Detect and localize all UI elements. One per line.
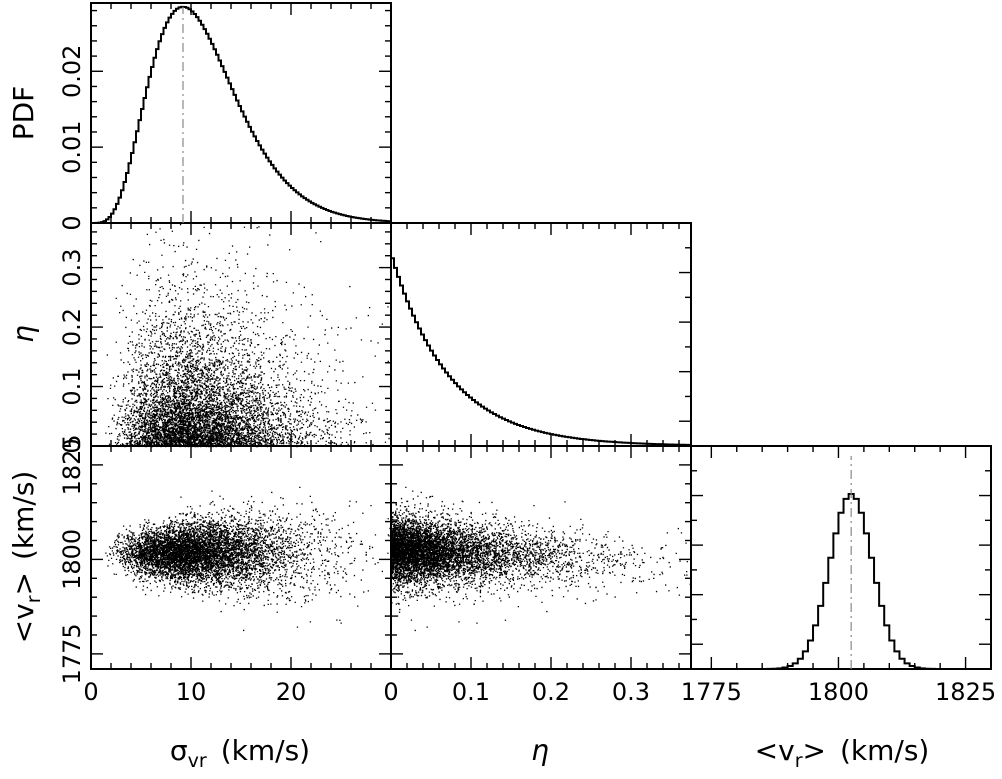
scatter-sigma-eta: [105, 224, 391, 448]
y-label-eta: η: [7, 325, 40, 343]
tick-labels: 0 10 20 0 0.1 0.2 0.3 1775 1800 182500.010.0200.1…: [58, 45, 996, 706]
x-tick-label-sigma: 10: [176, 678, 207, 706]
scatter-points-sigma-vr: [105, 486, 391, 632]
histogram-eta: [391, 257, 692, 446]
x-tick-label-eta: 0: [383, 678, 398, 706]
x-tick-label-eta: 0.3: [612, 678, 650, 706]
x-tick-label-vr: 1825: [935, 678, 996, 706]
histogram-sigma: [91, 5, 392, 224]
panel-frame-r0-c0: [90, 2, 392, 224]
x-label-vr: <vr> (km/s): [755, 734, 930, 772]
panel-frames: [90, 2, 992, 670]
y-tick-label-vr: 1825: [58, 434, 86, 495]
y-tick-label-pdf: 0.02: [58, 45, 86, 98]
y-tick-label-eta: 0.3: [58, 249, 86, 287]
y-tick-label-pdf: 0.01: [58, 120, 86, 173]
y-tick-label-eta: 0.1: [58, 367, 86, 405]
y-tick-label-eta: 0.2: [58, 308, 86, 346]
y-label-pdf: PDF: [7, 86, 40, 141]
panel-frame-r2-c2: [690, 445, 992, 670]
x-tick-label-sigma: 20: [276, 678, 307, 706]
x-tick-label-sigma: 0: [83, 678, 98, 706]
scatter-points-sigma-eta: [105, 224, 391, 448]
y-tick-label-pdf: 0: [58, 215, 86, 230]
x-label-sigma: σvr (km/s): [170, 734, 310, 772]
x-label-eta: η: [531, 734, 549, 767]
panel-frame-r1-c1: [390, 222, 692, 447]
y-label-vr: <vr>(km/s): [7, 471, 45, 644]
y-tick-label-vr: 1800: [58, 529, 86, 590]
tick-marks: [91, 3, 991, 669]
histogram-vr: [691, 493, 991, 670]
x-tick-label-eta: 0.2: [532, 678, 570, 706]
scatter-eta-vr: [391, 486, 691, 632]
y-tick-label-eta: 0: [58, 438, 86, 453]
scatter-points-eta-vr: [391, 486, 691, 632]
y-tick-label-vr: 1775: [58, 623, 86, 684]
x-tick-label-vr: 1800: [808, 678, 869, 706]
x-tick-label-vr: 1775: [681, 678, 742, 706]
x-tick-label-eta: 0.1: [452, 678, 490, 706]
panel-data: [91, 5, 991, 670]
scatter-sigma-vr: [105, 486, 391, 632]
